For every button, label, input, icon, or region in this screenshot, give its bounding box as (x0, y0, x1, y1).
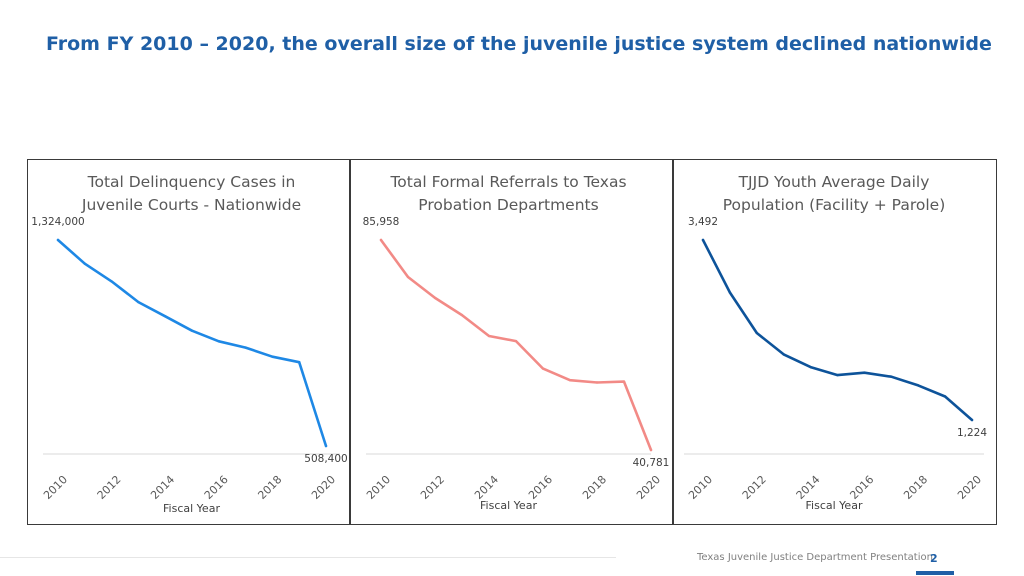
data-point (890, 375, 893, 378)
data-point (217, 340, 220, 343)
data-point (487, 334, 491, 338)
chart-title-line: Population (Facility + Parole) (723, 196, 946, 214)
series-line (701, 238, 974, 422)
x-tick-label: 2020 (634, 473, 663, 502)
data-point (863, 371, 866, 374)
data-point (298, 361, 301, 364)
data-label: 1,324,000 (31, 216, 84, 228)
x-tick-label: 2020 (309, 473, 338, 502)
data-point (244, 346, 247, 349)
chart-title-line: TJJD Youth Average Daily (738, 173, 930, 191)
data-point (541, 367, 545, 370)
data-point (460, 313, 464, 317)
data-point (324, 444, 328, 448)
data-point (701, 238, 705, 242)
data-label: 1,224 (957, 427, 987, 439)
data-point (649, 448, 653, 452)
chart-title-line: Total Formal Referrals to Texas (389, 173, 626, 191)
x-tick-label: 2016 (847, 473, 876, 502)
data-point (379, 238, 383, 242)
x-tick-label: 2012 (418, 473, 447, 502)
chart-panels-frame (27, 159, 997, 525)
series-line (56, 238, 328, 448)
series-line (379, 238, 653, 452)
x-tick-label: 2018 (901, 473, 930, 502)
page-number-bar (916, 571, 954, 575)
data-point (164, 315, 167, 318)
chart-title-line: Juvenile Courts - Nationwide (81, 196, 301, 214)
x-tick-label: 2010 (41, 473, 70, 502)
x-axis-title: Fiscal Year (480, 499, 537, 512)
data-point (56, 238, 60, 242)
x-tick-label: 2020 (955, 473, 984, 502)
data-point (970, 418, 974, 422)
data-point (406, 275, 410, 279)
data-point (137, 300, 140, 304)
data-label: 85,958 (363, 216, 400, 228)
chart-delinquency-cases: Total Delinquency Cases in Juvenile Court… (31, 173, 347, 515)
x-tick-label: 2012 (740, 473, 769, 502)
x-tick-label: 2018 (255, 473, 284, 502)
chart-title-line: Probation Departments (418, 196, 598, 214)
x-axis-title: Fiscal Year (806, 499, 863, 512)
x-tick-label: 2014 (794, 473, 823, 502)
chart-title-line: Total Delinquency Cases in (87, 173, 296, 191)
x-tick-label: 2014 (148, 473, 177, 502)
x-tick-label: 2018 (580, 473, 609, 502)
chart-tjjd-population: TJJD Youth Average Daily Population (Faci… (684, 173, 987, 512)
panel-divider-1 (349, 159, 351, 525)
data-point (110, 280, 113, 283)
x-axis-title: Fiscal Year (163, 502, 220, 515)
footer-divider (0, 557, 616, 558)
data-point (595, 381, 599, 384)
data-point (836, 373, 839, 377)
x-tick-label: 2016 (526, 473, 555, 502)
data-label: 508,400 (304, 453, 347, 465)
x-tick-label: 2012 (95, 473, 124, 502)
page-number: 2 (930, 552, 938, 565)
footer-text: Texas Juvenile Justice Department Presen… (697, 552, 933, 563)
data-point (943, 395, 947, 398)
panel-divider-2 (672, 159, 674, 525)
data-point (622, 380, 626, 383)
chart-formal-referrals: Total Formal Referrals to Texas Probation… (363, 173, 670, 512)
data-point (809, 365, 812, 369)
slide-title: From FY 2010 – 2020, the overall size of… (46, 33, 992, 55)
data-point (755, 331, 758, 335)
data-point (271, 355, 274, 358)
data-point (190, 329, 194, 332)
x-tick-label: 2010 (364, 473, 393, 502)
data-point (433, 296, 437, 300)
data-point (83, 262, 86, 265)
data-point (917, 384, 920, 387)
x-tick-label: 2014 (472, 473, 501, 502)
x-tick-label: 2016 (202, 473, 231, 502)
data-point (782, 353, 785, 356)
x-tick-label: 2010 (686, 473, 715, 502)
data-point (568, 378, 572, 382)
data-point (514, 339, 518, 343)
data-label: 40,781 (633, 457, 670, 469)
data-point (728, 291, 732, 294)
data-label: 3,492 (688, 216, 718, 228)
